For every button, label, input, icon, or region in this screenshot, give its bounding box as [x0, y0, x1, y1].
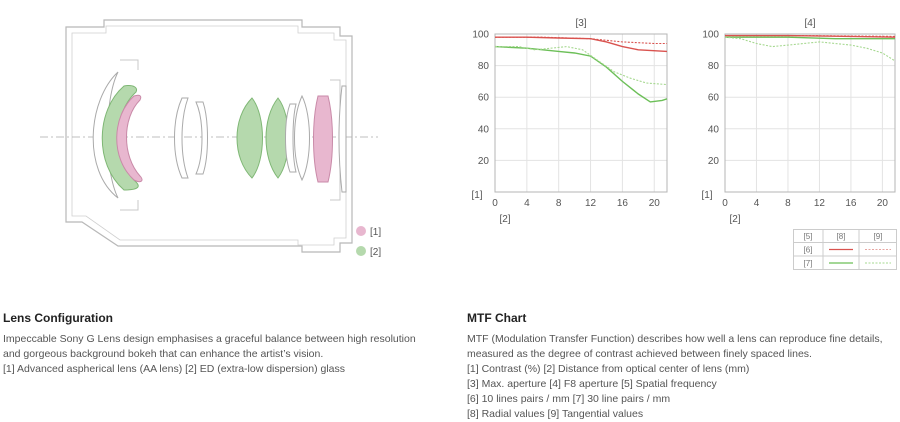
mtf-series-line: [724, 36, 896, 62]
plot-frame: [724, 33, 896, 193]
x-axis-label: [2]: [499, 214, 510, 225]
lens-element-aa-rear: [313, 95, 333, 183]
lens-barrel-inner: [71, 25, 347, 246]
mtf-series-line: [725, 35, 896, 37]
mtf-chart-line: MTF (Modulation Transfer Function) descr…: [467, 333, 883, 345]
mtf-chart-line: [8] Radial values [9] Tangential values: [467, 408, 644, 420]
lens-element-rear-5: [338, 85, 347, 193]
mtf-chart-f8-aperture: [4] 0 4 8 12 16 20 20 40 60 80 100 [1] [2]: [701, 18, 896, 225]
mtf-series-line: [495, 36, 667, 45]
y-tick-label: 60: [478, 93, 490, 104]
lens-configuration-line: Impeccable Sony G Lens design emphasises…: [3, 333, 416, 345]
lens-element-ed-rear-1: [236, 97, 263, 179]
legend-label-aa: [1]: [370, 227, 381, 238]
mtf-chart-line: [6] 10 lines pairs / mm [7] 30 line pair…: [467, 393, 671, 405]
mtf-chart-line: [1] Contrast (%) [2] Distance from optic…: [467, 363, 750, 375]
mtf-chart-section: MTF Chart MTF (Modulation Transfer Funct…: [467, 311, 897, 422]
y-tick-label: 100: [702, 30, 719, 41]
mtf-chart-line: measured as the degree of contrast achie…: [467, 348, 812, 360]
y-tick-label: 80: [708, 61, 720, 72]
lens-element-rear-4: [294, 94, 310, 182]
y-tick-label: 40: [478, 124, 490, 135]
x-tick-label: 0: [492, 198, 498, 209]
legend-header-radial: [8]: [837, 232, 846, 241]
x-tick-label: 12: [585, 198, 597, 209]
lens-element-mid-2: [195, 101, 208, 175]
x-tick-label: 4: [524, 198, 530, 209]
lens-element-mid-1: [174, 97, 189, 179]
y-tick-label: 80: [478, 61, 490, 72]
y-tick-label: 60: [708, 93, 720, 104]
y-axis-label: [1]: [701, 190, 712, 201]
legend-swatch-aa: [356, 226, 366, 236]
lens-configuration-section: Lens Configuration Impeccable Sony G Len…: [3, 311, 443, 377]
lens-barrel-outline: [65, 19, 353, 253]
legend-row-30lp: [7]: [804, 259, 813, 268]
mtf-legend-table: [5] [8] [9] [6] [7]: [793, 229, 897, 270]
mtf-chart-max-aperture: [3] 0 4 8 12 16 20 20 40 60 80 100 [1] [2]: [471, 18, 668, 225]
mtf-chart-title: MTF Chart: [467, 311, 527, 325]
plot-frame: [494, 33, 668, 193]
chart-title: [4]: [804, 18, 815, 29]
x-tick-label: 4: [754, 198, 760, 209]
x-tick-label: 16: [617, 198, 629, 209]
y-tick-label: 40: [708, 124, 720, 135]
mtf-series-line: [495, 36, 668, 53]
legend-row-10lp: [6]: [804, 246, 813, 255]
x-tick-label: 16: [845, 198, 857, 209]
mtf-series-line: [495, 46, 668, 86]
lens-configuration-title: Lens Configuration: [3, 311, 113, 325]
lens-element-rear-3: [285, 103, 297, 173]
chart-title: [3]: [575, 18, 586, 29]
x-tick-label: 0: [722, 198, 728, 209]
legend-header-spatial-frequency: [5]: [804, 232, 813, 241]
lens-element-aa-front: [116, 94, 143, 183]
mtf-series-line: [725, 36, 895, 40]
x-tick-label: 20: [877, 198, 889, 209]
y-tick-label: 20: [478, 156, 490, 167]
y-tick-label: 100: [472, 30, 489, 41]
x-tick-label: 8: [556, 198, 562, 209]
x-tick-label: 12: [814, 198, 826, 209]
mtf-series-line: [494, 45, 668, 103]
legend-label-ed: [2]: [370, 247, 381, 258]
lens-configuration-line: [1] Advanced aspherical lens (AA lens) […: [3, 363, 345, 375]
x-tick-label: 20: [649, 198, 661, 209]
y-tick-label: 20: [708, 156, 720, 167]
legend-swatch-ed: [356, 246, 366, 256]
legend-header-tangential: [9]: [874, 232, 883, 241]
lens-element-ed-front: [101, 85, 139, 191]
lens-diagram: [1] [2]: [40, 19, 381, 258]
lens-configuration-line: and gorgeous background bokeh that can e…: [3, 348, 324, 360]
mtf-chart-line: [3] Max. aperture [4] F8 aperture [5] Sp…: [467, 378, 717, 390]
x-tick-label: 8: [785, 198, 791, 209]
x-axis-label: [2]: [729, 214, 740, 225]
y-axis-label: [1]: [471, 190, 482, 201]
